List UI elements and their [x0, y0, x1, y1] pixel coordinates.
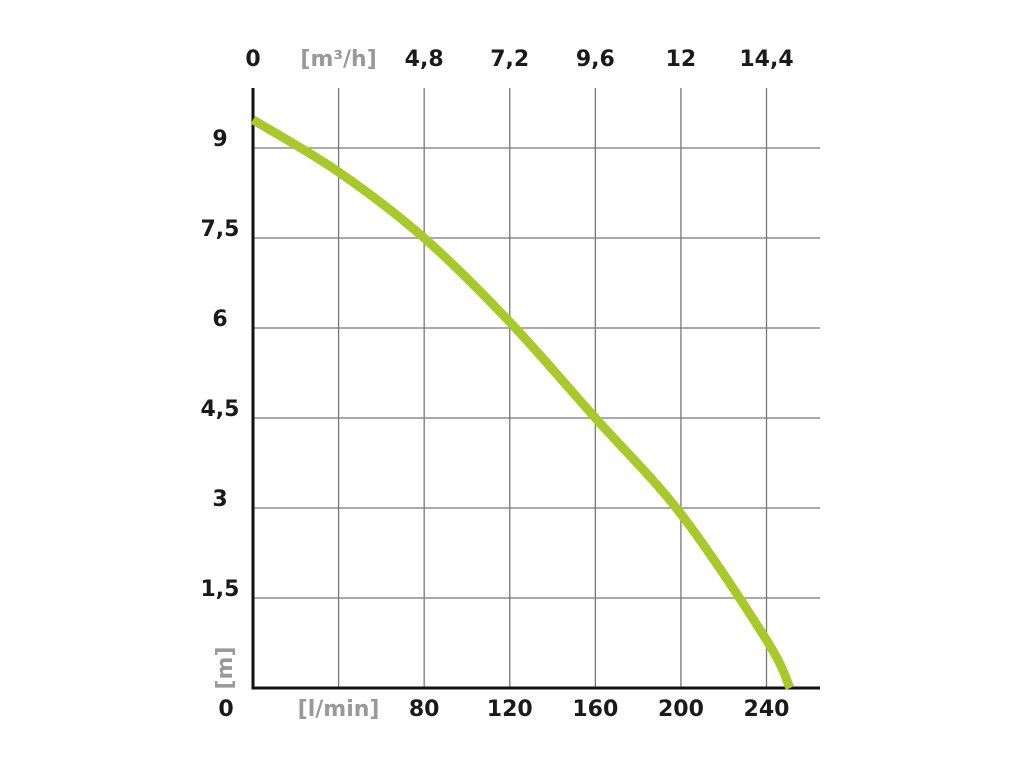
y-tick-label: 0	[218, 697, 233, 722]
x-tick-label: 120	[487, 697, 533, 722]
x-tick-label: 160	[572, 697, 618, 722]
y-tick-label: 7,5	[201, 217, 240, 242]
x2-axis-label: [m³/h]	[300, 47, 376, 72]
x2-tick-label: 7,2	[490, 47, 529, 72]
y-tick-label: 3	[212, 487, 227, 512]
y-axis-label: [m]	[213, 646, 238, 689]
y-tick-label: 4,5	[201, 397, 240, 422]
x-tick-label: 200	[658, 697, 704, 722]
x2-tick-label: 14,4	[739, 47, 793, 72]
x2-tick-label: 9,6	[576, 47, 615, 72]
x-tick-label: 80	[409, 697, 440, 722]
y-tick-label: 6	[212, 307, 227, 332]
curve	[250, 115, 795, 690]
y-tick-label: 1,5	[201, 577, 240, 602]
x-tick-label: 240	[744, 697, 790, 722]
x2-tick-label: 0	[245, 47, 260, 72]
x2-tick-label: 12	[666, 47, 697, 72]
y-tick-label: 9	[212, 127, 227, 152]
x-axis-label: [l/min]	[298, 697, 380, 722]
x2-tick-label: 4,8	[405, 47, 444, 72]
